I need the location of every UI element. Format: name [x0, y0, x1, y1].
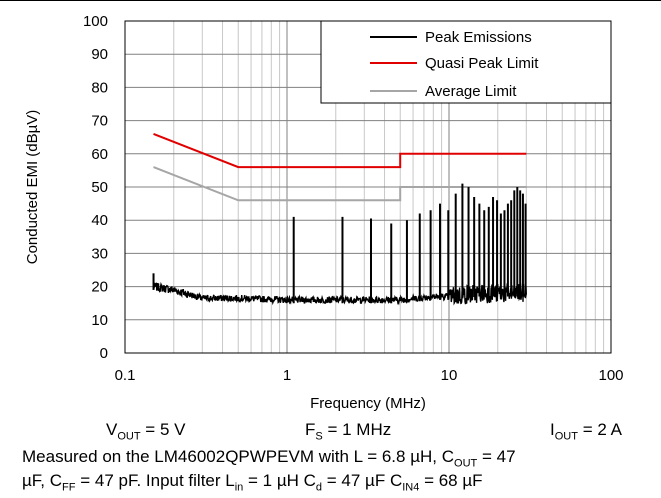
- y-tick-label: 90: [91, 46, 108, 63]
- x-tick-label: 1: [283, 367, 291, 384]
- legend-label-peak: Peak Emissions: [425, 29, 532, 46]
- legend-label-quasi-peak: Quasi Peak Limit: [425, 55, 539, 72]
- x-axis-label: Frequency (MHz): [310, 395, 426, 412]
- condition-vout: VOUT = 5 V: [106, 420, 186, 443]
- y-axis-label: Conducted EMI (dBµV): [24, 110, 41, 265]
- series-line-average-limit: [153, 166, 527, 202]
- x-tick-label: 100: [598, 367, 623, 384]
- y-tick-label: 100: [83, 13, 108, 30]
- y-tick-label: 80: [91, 79, 108, 96]
- y-tick-labels: 0 10 20 30 40 50 60 70 80 90 100: [83, 13, 108, 362]
- y-tick-label: 20: [91, 279, 108, 296]
- condition-iout: IOUT = 2 A: [550, 420, 622, 443]
- top-rule: [0, 0, 661, 1]
- series-lines: [152, 132, 527, 306]
- y-tick-label: 30: [91, 245, 108, 262]
- series-line-quasi-peak-limit: [153, 132, 527, 169]
- y-tick-label: 10: [91, 312, 108, 329]
- legend: Peak Emissions Quasi Peak Limit Average …: [320, 20, 612, 104]
- caption-line-2: µF, CFF = 47 pF. Input filter Lin = 1 µH…: [22, 471, 483, 494]
- emi-chart: 0 10 20 30 40 50 60 70 80 90 100 0.1 1 10 100 Frequen…: [24, 13, 624, 412]
- x-tick-label: 10: [441, 367, 458, 384]
- condition-fs: FS = 1 MHz: [305, 420, 392, 443]
- y-tick-label: 0: [100, 345, 108, 362]
- x-tick-label: 0.1: [115, 367, 136, 384]
- y-tick-label: 70: [91, 113, 108, 130]
- y-tick-label: 40: [91, 212, 108, 229]
- x-tick-labels: 0.1 1 10 100: [115, 367, 624, 384]
- y-tick-label: 50: [91, 179, 108, 196]
- series-line-peak-emissions: [152, 281, 527, 306]
- legend-box: [320, 20, 612, 104]
- legend-label-average: Average Limit: [425, 83, 517, 100]
- y-tick-label: 60: [91, 146, 108, 163]
- caption-line-1: Measured on the LM46002QPWPEVM with L = …: [22, 447, 516, 470]
